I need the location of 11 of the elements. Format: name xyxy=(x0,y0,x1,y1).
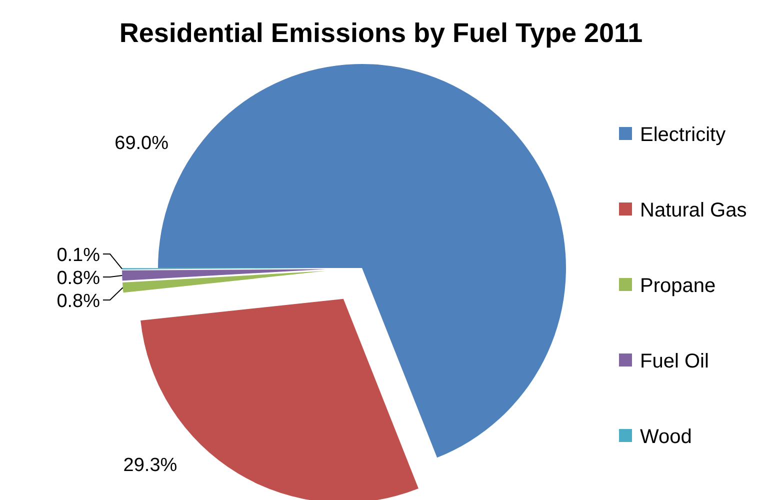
legend-label: Electricity xyxy=(640,124,726,146)
data-label: 0.1% xyxy=(56,245,100,266)
legend-label: Fuel Oil xyxy=(640,350,709,372)
legend-label: Propane xyxy=(640,275,716,297)
legend-label: Natural Gas xyxy=(640,200,747,222)
data-label: 0.8% xyxy=(56,291,100,312)
chart-title: Residential Emissions by Fuel Type 2011 xyxy=(119,18,643,48)
data-label: 69.0% xyxy=(114,132,169,154)
legend-label: Wood xyxy=(640,426,692,448)
data-label: 0.8% xyxy=(56,268,100,289)
data-label: 29.3% xyxy=(123,454,178,476)
